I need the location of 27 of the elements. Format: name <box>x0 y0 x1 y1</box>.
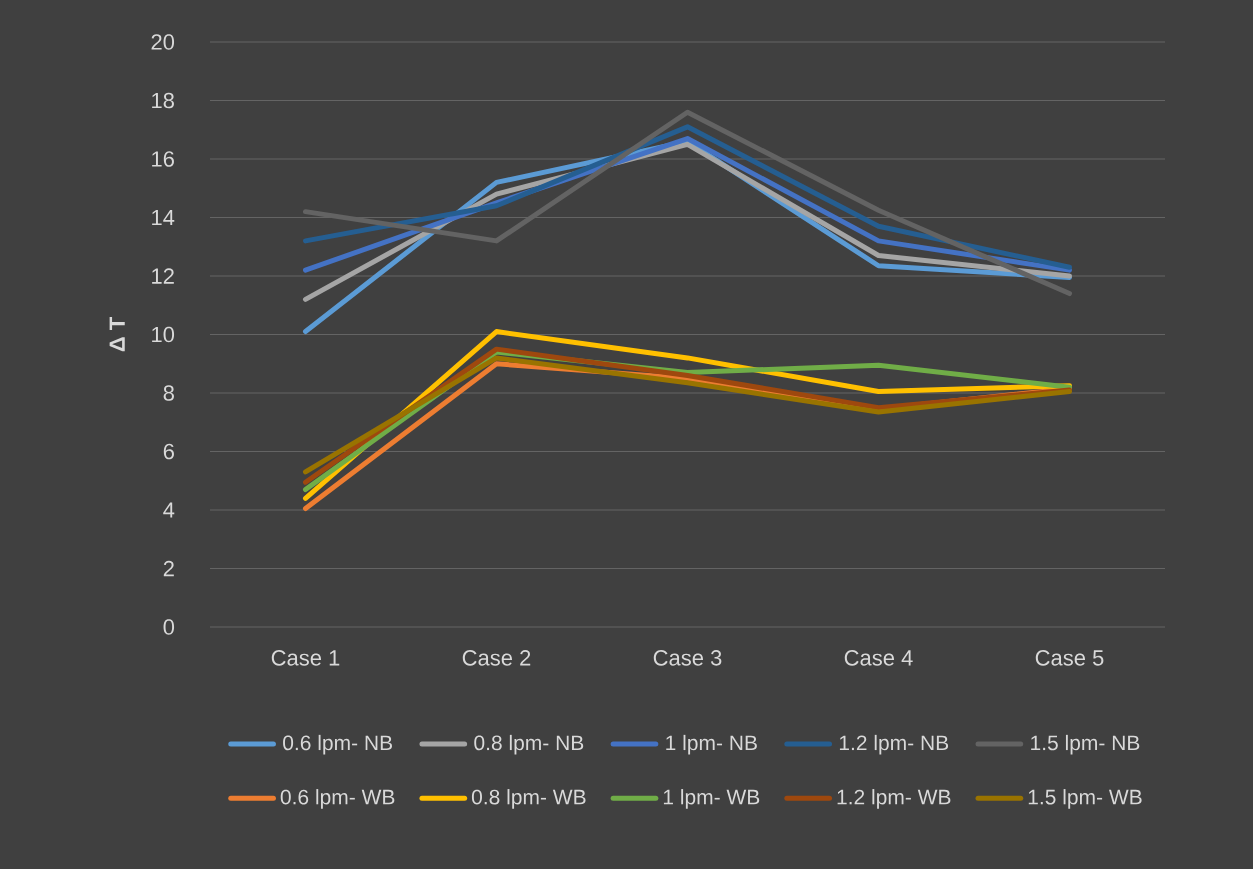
y-tick-label: 18 <box>152 92 174 109</box>
y-tick-label: 8 <box>163 385 174 401</box>
legend-label: 1.5 lpm- WB <box>1028 789 1142 809</box>
x-tick-label: Case 3 <box>653 650 722 666</box>
legend-label: 1.2 lpm- NB <box>839 734 949 755</box>
y-tick-label: 0 <box>163 619 175 635</box>
y-tick-label: 14 <box>152 209 175 226</box>
y-tick-label: 10 <box>152 326 175 343</box>
legend-label: 1.5 lpm- NB <box>1031 734 1140 755</box>
x-tick-label: Case 2 <box>462 650 531 666</box>
legend-label: 0.8 lpm- NB <box>474 734 584 755</box>
y-axis-title: Δ T <box>109 317 125 352</box>
legend-label: 1 lpm- WB <box>663 789 760 809</box>
y-tick-label: 16 <box>152 151 174 167</box>
x-tick-label: Case 4 <box>844 650 913 666</box>
y-tick-label: 6 <box>163 443 174 460</box>
legend-label: 0.8 lpm- WB <box>471 789 586 809</box>
y-tick-label: 12 <box>152 268 174 284</box>
legend-label: 0.6 lpm- WB <box>280 789 395 809</box>
y-tick-label: 20 <box>151 34 175 50</box>
y-tick-label: 4 <box>163 502 175 518</box>
legend-label: 0.6 lpm- NB <box>283 734 392 755</box>
x-tick-label: Case 5 <box>1035 650 1104 666</box>
y-tick-label: 2 <box>163 560 174 577</box>
legend-label: 1.2 lpm- WB <box>837 789 951 809</box>
legend-label: 1 lpm- NB <box>666 734 757 755</box>
x-tick-label: Case 1 <box>271 650 340 666</box>
